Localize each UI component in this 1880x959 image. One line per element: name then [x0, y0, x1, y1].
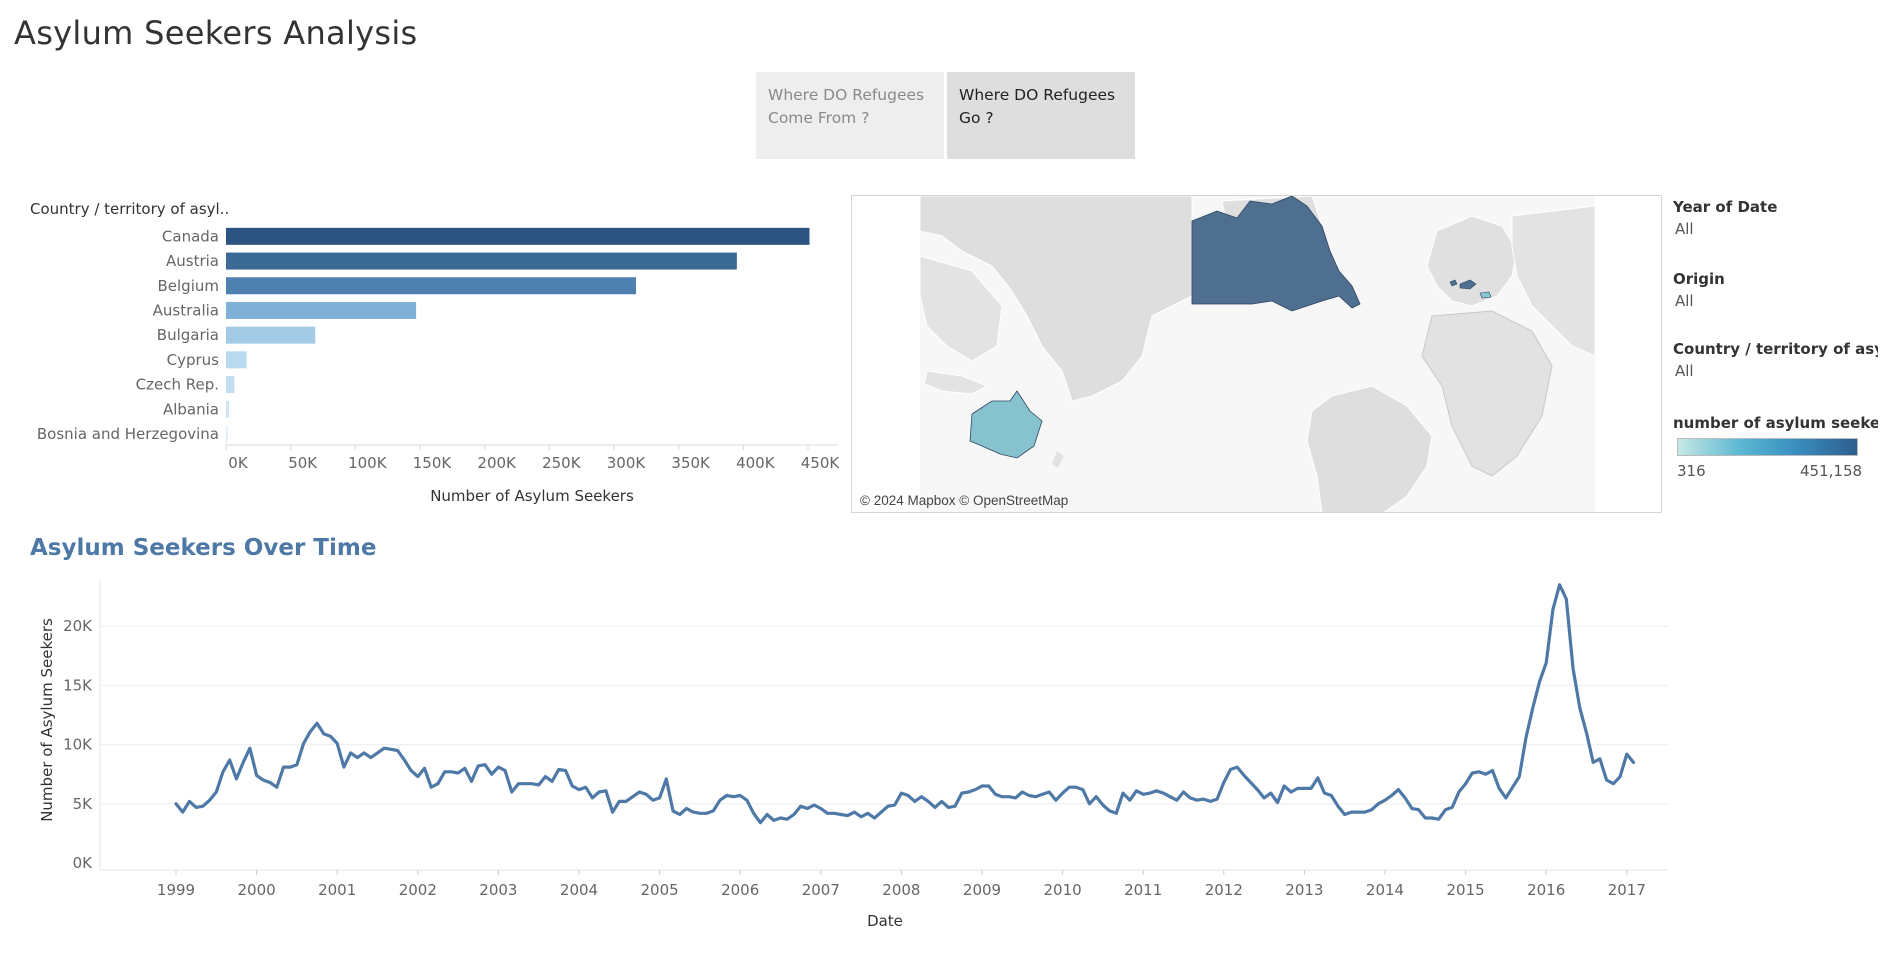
map-country-belgium: [1449, 279, 1458, 287]
line-x-tick-label: 2010: [1044, 881, 1082, 899]
filter-country[interactable]: Country / territory of asyl.. All: [1673, 340, 1878, 380]
bar-category-label: Austria: [166, 252, 219, 270]
map-attribution: © 2024 Mapbox © OpenStreetMap: [860, 493, 1069, 508]
bar-category-label: Albania: [163, 400, 219, 418]
line-x-tick-label: 2016: [1527, 881, 1565, 899]
map-land-new-zealand: [1052, 451, 1064, 468]
line-y-tick-label: 5K: [73, 795, 94, 813]
bar-category-label: Canada: [162, 227, 219, 245]
line-x-tick-label: 1999: [157, 881, 195, 899]
bar-category-label: Bulgaria: [157, 326, 219, 344]
bar-category-label: Belgium: [158, 277, 220, 295]
bar-austria[interactable]: [226, 252, 737, 270]
line-x-tick-label: 2000: [238, 881, 276, 899]
line-x-tick-label: 2008: [882, 881, 920, 899]
map-land-east-asia: [919, 255, 1003, 362]
map-land-europe: [1426, 215, 1518, 307]
bar-category-label: Czech Rep.: [136, 376, 219, 394]
line-x-tick-label: 2002: [399, 881, 437, 899]
bar-chart-svg: Country / territory of asyl.. Canada Austr…: [30, 200, 841, 505]
line-x-tick-label: 2007: [802, 881, 840, 899]
map-country-australia: [969, 390, 1043, 459]
bar-albania[interactable]: [226, 400, 230, 418]
line-x-tick-label: 2017: [1608, 881, 1646, 899]
bar-australia[interactable]: [226, 301, 417, 319]
line-x-tick-label: 2003: [479, 881, 517, 899]
line-chart-svg: 0K 5K 10K 15K 20K 1999 2000 2001 2002 2003 2004 200…: [38, 580, 1668, 930]
bar-x-tick-label: 0K: [228, 454, 249, 472]
filter-country-value[interactable]: All: [1675, 362, 1694, 380]
bar-category-label: Australia: [153, 301, 219, 319]
line-x-tick-label: 2006: [721, 881, 759, 899]
bar-bosnia-and-herzegovina[interactable]: [226, 425, 228, 443]
line-y-axis-label: Number of Asylum Seekers: [38, 618, 56, 822]
bar-bulgaria[interactable]: [226, 326, 316, 344]
bar-czech-rep-[interactable]: [226, 376, 235, 394]
bar-x-tick-label: 450K: [801, 454, 841, 472]
bar-x-tick-label: 300K: [607, 454, 647, 472]
map-land-asia: [1511, 205, 1596, 357]
bar-x-tick-label: 100K: [348, 454, 388, 472]
bar-cyprus[interactable]: [226, 351, 247, 369]
filter-origin[interactable]: Origin All: [1673, 270, 1878, 310]
bar-x-axis-label: Number of Asylum Seekers: [430, 487, 634, 505]
time-line-chart[interactable]: 0K 5K 10K 15K 20K 1999 2000 2001 2002 2003 2004 200…: [0, 570, 1680, 950]
line-x-tick-label: 2015: [1447, 881, 1485, 899]
map-country-austria: [1459, 279, 1477, 290]
map-svg: [852, 196, 1661, 512]
nav-button-refugees-come-from[interactable]: Where DO Refugees Come From ?: [756, 72, 944, 159]
line-x-tick-label: 2011: [1124, 881, 1162, 899]
map-country-canada: [1191, 196, 1361, 312]
line-x-tick-label: 2012: [1205, 881, 1243, 899]
line-y-tick-label: 20K: [63, 617, 93, 635]
country-bar-chart[interactable]: Country / territory of asyl.. Canada Austr…: [0, 190, 850, 520]
color-legend-max: 451,158: [1800, 462, 1863, 480]
map-land-indonesia: [923, 370, 989, 395]
bar-x-tick-label: 250K: [542, 454, 582, 472]
world-map[interactable]: © 2024 Mapbox © OpenStreetMap: [851, 195, 1662, 513]
line-x-tick-label: 2013: [1285, 881, 1323, 899]
filter-year-value[interactable]: All: [1675, 220, 1694, 238]
line-x-tick-label: 2005: [641, 881, 679, 899]
bar-category-label: Cyprus: [167, 351, 220, 369]
page-title: Asylum Seekers Analysis: [14, 14, 418, 52]
color-legend-label: number of asylum seekers: [1673, 414, 1878, 432]
line-x-tick-label: 2014: [1366, 881, 1404, 899]
filter-year[interactable]: Year of Date All: [1673, 198, 1878, 238]
line-x-tick-label: 2009: [963, 881, 1001, 899]
filter-origin-label: Origin: [1673, 270, 1725, 288]
filter-country-label: Country / territory of asyl..: [1673, 340, 1878, 358]
map-land-south-america: [1306, 385, 1433, 512]
line-y-tick-label: 10K: [63, 736, 93, 754]
bar-x-tick-label: 200K: [477, 454, 517, 472]
bar-canada[interactable]: [226, 227, 810, 245]
bar-chart-row-header: Country / territory of asyl..: [30, 200, 229, 218]
map-land-north-america: [919, 196, 1193, 402]
filter-year-label: Year of Date: [1673, 198, 1778, 216]
line-series-asylum-seekers[interactable]: [174, 583, 1636, 825]
line-x-tick-label: 2001: [318, 881, 356, 899]
line-x-axis-label: Date: [867, 912, 903, 930]
bar-x-tick-label: 150K: [413, 454, 453, 472]
line-x-tick-label: 2004: [560, 881, 598, 899]
line-y-tick-label: 15K: [63, 676, 93, 694]
line-chart-title: Asylum Seekers Over Time: [30, 535, 377, 561]
line-y-tick-label: 0K: [73, 854, 94, 872]
filter-origin-value[interactable]: All: [1675, 292, 1694, 310]
map-land-africa: [1421, 310, 1553, 477]
bar-x-tick-label: 350K: [671, 454, 711, 472]
bar-belgium[interactable]: [226, 277, 636, 295]
bar-category-label: Bosnia and Herzegovina: [37, 425, 219, 443]
color-legend-min: 316: [1677, 462, 1706, 480]
color-legend: number of asylum seekers 316 451,158: [1673, 414, 1878, 480]
nav-button-refugees-go[interactable]: Where DO Refugees Go ?: [947, 72, 1135, 159]
map-country-bulgaria: [1479, 291, 1492, 299]
bar-x-tick-label: 400K: [736, 454, 776, 472]
bar-x-tick-label: 50K: [288, 454, 318, 472]
color-legend-gradient: [1677, 438, 1858, 456]
